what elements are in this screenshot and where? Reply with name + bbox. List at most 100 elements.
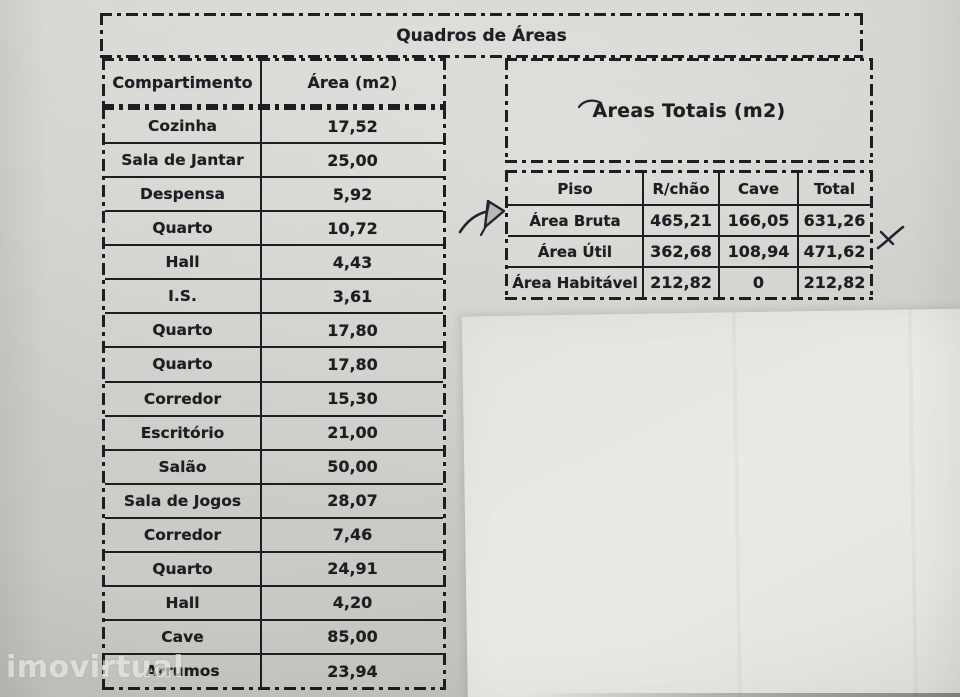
- column-header-compartimento: Compartimento: [105, 61, 262, 104]
- compartment-area: 85,00: [327, 627, 378, 647]
- compartment-area: 4,43: [332, 252, 373, 272]
- table-row: Cozinha 17,52: [105, 110, 443, 143]
- compartment-name: Quarto: [105, 212, 262, 245]
- compartment-area: 17,80: [327, 354, 378, 374]
- compartment-area: 17,52: [327, 116, 378, 136]
- dashed-border: [102, 58, 446, 61]
- compartment-name: Hall: [105, 246, 262, 279]
- totals-value: 212,82: [797, 266, 870, 297]
- compartment-table-header: Compartimento Área (m2): [102, 58, 446, 107]
- table-row: Quarto 24,91: [105, 550, 443, 585]
- totals-value: 465,21: [642, 204, 718, 235]
- dashed-border: [102, 58, 105, 107]
- totals-value: 108,94: [718, 235, 797, 266]
- dashed-border: [505, 297, 873, 300]
- dashed-border: [102, 107, 105, 690]
- compartment-area: 21,00: [327, 423, 378, 443]
- compartment-area: 50,00: [327, 457, 378, 477]
- white-paper-sheet: [461, 308, 960, 697]
- dashed-border: [443, 107, 446, 690]
- table-row: Sala de Jogos 28,07: [105, 482, 443, 517]
- dashed-border: [102, 687, 446, 690]
- compartment-table: Cozinha 17,52 Sala de Jantar 25,00 Despensa 5…: [102, 107, 446, 690]
- table-row: Quarto 17,80: [105, 346, 443, 381]
- totals-column-header: R/chão: [642, 173, 718, 204]
- compartment-name: Quarto: [105, 348, 262, 381]
- compartment-area: 7,46: [332, 525, 373, 545]
- compartment-name: Cozinha: [105, 110, 262, 143]
- table-row: Cave 85,00: [105, 618, 443, 653]
- totals-value: 362,68: [642, 235, 718, 266]
- totals-title-box: Areas Totais (m2): [505, 58, 873, 163]
- table-row: Arrumos 23,94: [105, 653, 443, 688]
- compartment-name: Arrumos: [105, 655, 262, 688]
- table-row: Sala de Jantar 25,00: [105, 142, 443, 177]
- areas-title-box: Quadros de Áreas: [100, 13, 863, 58]
- dashed-border: [505, 170, 508, 300]
- table-row: Escritório 21,00: [105, 414, 443, 449]
- compartment-area: 4,20: [332, 593, 373, 613]
- table-row: Hall 4,20: [105, 584, 443, 619]
- compartment-area: 24,91: [327, 559, 378, 579]
- table-row: Hall 4,43: [105, 244, 443, 279]
- totals-value: 471,62: [797, 235, 870, 266]
- dashed-border: [443, 58, 446, 107]
- compartment-area: 25,00: [327, 150, 378, 170]
- table-row: Quarto 10,72: [105, 210, 443, 245]
- totals-value: 631,26: [797, 204, 870, 235]
- compartment-name: Corredor: [105, 382, 262, 415]
- table-row: I.S. 3,61: [105, 278, 443, 313]
- dashed-border: [100, 13, 863, 16]
- compartment-name: Hall: [105, 586, 262, 619]
- compartment-area: 17,80: [327, 320, 378, 340]
- compartment-area: 3,61: [332, 286, 373, 306]
- dashed-border: [505, 58, 508, 163]
- totals-row-label: Área Habitável: [508, 266, 642, 297]
- totals-value: 212,82: [642, 266, 718, 297]
- dashed-border: [505, 58, 873, 61]
- table-row: Despensa 5,92: [105, 176, 443, 211]
- compartment-name: Salão: [105, 450, 262, 483]
- compartment-area: 10,72: [327, 218, 378, 238]
- dashed-border: [100, 55, 863, 58]
- compartment-name: Cave: [105, 620, 262, 653]
- pen-squiggle-icon: [577, 99, 603, 109]
- dashed-border: [100, 13, 103, 58]
- dashed-border: [102, 104, 446, 107]
- totals-value: 166,05: [718, 204, 797, 235]
- totals-title: Areas Totais (m2): [592, 99, 786, 122]
- totals-value: 0: [718, 266, 797, 297]
- page-title: Quadros de Áreas: [396, 25, 567, 46]
- compartment-name: Sala de Jantar: [105, 144, 262, 177]
- compartment-name: Escritório: [105, 416, 262, 449]
- table-row: Corredor 7,46: [105, 516, 443, 551]
- totals-table-box: Piso R/chão Cave Total Área Bruta 465,21 166,0…: [505, 170, 873, 300]
- totals-row-label: Área Útil: [508, 235, 642, 266]
- pen-x-mark-icon: [876, 225, 905, 250]
- compartment-name: Sala de Jogos: [105, 484, 262, 517]
- compartment-area: 15,30: [327, 389, 378, 409]
- pen-arrow-icon: [458, 199, 506, 237]
- dashed-border: [860, 13, 863, 58]
- watermark: imovirtual: [6, 650, 185, 685]
- compartment-name: Quarto: [105, 552, 262, 585]
- compartment-name: Quarto: [105, 314, 262, 347]
- dashed-border: [870, 170, 873, 300]
- totals-row-label: Área Bruta: [508, 204, 642, 235]
- compartment-name: Despensa: [105, 178, 262, 211]
- dashed-border: [505, 170, 873, 173]
- totals-column-header: Total: [797, 173, 870, 204]
- totals-table: Piso R/chão Cave Total Área Bruta 465,21 166,0…: [508, 173, 870, 297]
- column-header-area: Área (m2): [307, 73, 398, 92]
- table-row: Quarto 17,80: [105, 312, 443, 347]
- compartment-name: Corredor: [105, 518, 262, 551]
- dashed-border: [870, 58, 873, 163]
- table-row: Salão 50,00: [105, 448, 443, 483]
- compartment-area: 23,94: [327, 661, 378, 681]
- dashed-border: [102, 107, 446, 110]
- compartment-rows: Cozinha 17,52 Sala de Jantar 25,00 Despensa 5…: [105, 110, 443, 688]
- table-row: Corredor 15,30: [105, 380, 443, 415]
- compartment-area: 5,92: [332, 184, 373, 204]
- compartment-name: I.S.: [105, 280, 262, 313]
